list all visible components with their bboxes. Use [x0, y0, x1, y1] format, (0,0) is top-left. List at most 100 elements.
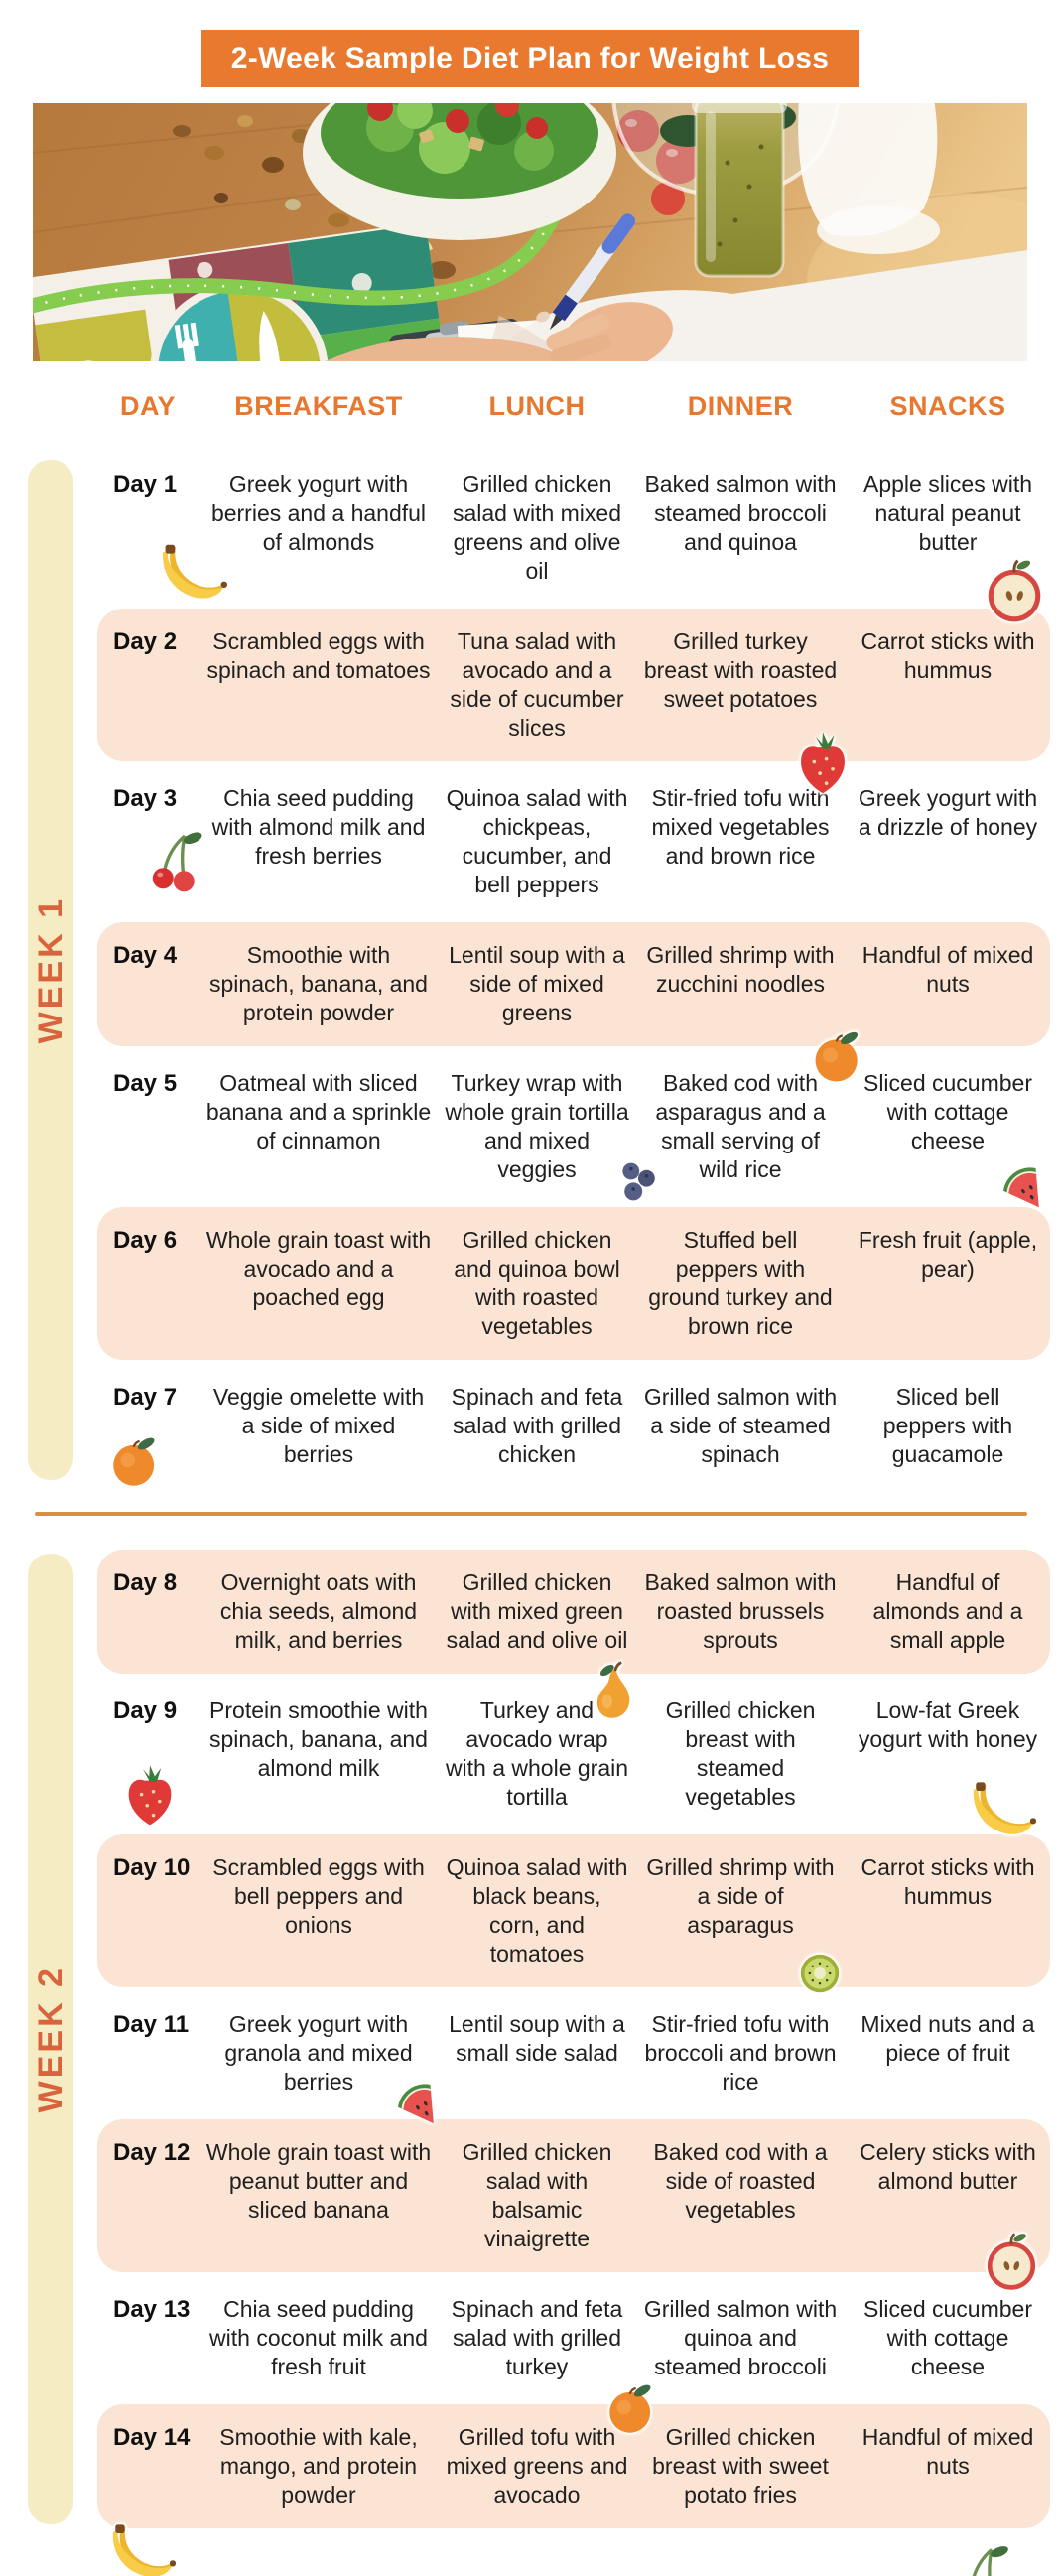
day-label: Day 1: [113, 472, 178, 498]
snacks-cell: Sliced bell peppers with guacamole: [882, 1384, 1013, 1467]
day-label: Day 14: [113, 2424, 191, 2451]
breakfast-cell: Protein smoothie with spinach, banana, a…: [209, 1697, 428, 1781]
breakfast-cell: Chia seed pudding with coconut milk and …: [209, 2296, 428, 2379]
snacks-cell: Mixed nuts and a piece of fruit: [861, 2011, 1035, 2066]
dinner-cell: Stir-fried tofu with mixed vegetables an…: [651, 785, 830, 869]
lunch-cell: Quinoa salad with black beans, corn, and…: [446, 1854, 628, 1966]
table-row: Day 8 Overnight oats with chia seeds, alm…: [97, 1550, 1050, 1718]
dinner-cell: Grilled salmon with quinoa and steamed b…: [643, 2296, 838, 2379]
column-header-breakfast: BREAKFAST: [234, 391, 403, 421]
day-label: Day 11: [113, 2011, 190, 2038]
table-row: Day 7 Veggie omelette with a side of mixe…: [97, 1368, 1050, 1486]
table-row: Day 3 Chia seed pudding with almond milk …: [97, 769, 1050, 914]
dinner-cell: Grilled shrimp with a side of asparagus: [646, 1854, 835, 1938]
day-label: Day 13: [113, 2296, 191, 2323]
day-label: Day 10: [113, 1854, 191, 1881]
lunch-cell: Grilled chicken salad with balsamic vina…: [462, 2139, 612, 2251]
cherries-icon: [946, 2538, 1017, 2576]
lunch-cell: Lentil soup with a side of mixed greens: [449, 942, 625, 1025]
breakfast-cell: Whole grain toast with avocado and a poa…: [205, 1227, 432, 1310]
snacks-cell: Low-fat Greek yogurt with honey: [858, 1697, 1038, 1752]
breakfast-cell: Overnight oats with chia seeds, almond m…: [219, 1569, 418, 1653]
lunch-cell: Spinach and feta salad with grilled chic…: [451, 1384, 623, 1467]
column-header-dinner: DINNER: [687, 391, 794, 421]
lunch-cell: Quinoa salad with chickpeas, cucumber, a…: [446, 785, 628, 897]
column-header-day: DAY: [119, 391, 177, 421]
day-label: Day 12: [113, 2139, 191, 2166]
table-row: Day 14 Smoothie with kale, mango, and pro…: [97, 2404, 1050, 2576]
table-row: Day 5 Oatmeal with sliced banana and a sp…: [97, 1054, 1050, 1208]
snacks-cell: Carrot sticks with hummus: [861, 628, 1035, 683]
week-1-section: WEEK 1 Day 1 Greek yogurt with berries and…: [0, 456, 1060, 1486]
day-label: Day 5: [113, 1070, 178, 1097]
dinner-cell: Grilled shrimp with zucchini noodles: [646, 942, 835, 997]
table-row: Day 6 Whole grain toast with avocado and …: [97, 1207, 1050, 1360]
dinner-cell: Stir-fried tofu with broccoli and brown …: [644, 2011, 837, 2095]
hand: [536, 302, 673, 361]
page-title: 2-Week Sample Diet Plan for Weight Loss: [230, 42, 830, 74]
week-divider: [35, 1512, 1027, 1516]
week-2-section: WEEK 2 Day 8 Overnight oats with chia seed…: [0, 1550, 1060, 2576]
dinner-cell: Grilled chicken breast with sweet potato…: [652, 2424, 829, 2508]
snacks-cell: Carrot sticks with hummus: [861, 1854, 1035, 1909]
title-banner: 2-Week Sample Diet Plan for Weight Loss: [200, 30, 860, 87]
week-1-bar: WEEK 1: [28, 460, 73, 1480]
column-header-row: DAY BREAKFAST LUNCH DINNER SNACKS: [97, 391, 1050, 422]
table-row: Day 13 Chia seed pudding with coconut mil…: [97, 2280, 1050, 2433]
lunch-cell: Lentil soup with a small side salad: [449, 2011, 625, 2066]
frosted-bottle: [798, 103, 940, 254]
week-2-label: WEEK 2: [31, 1965, 69, 2113]
dinner-cell: Grilled salmon with a side of steamed sp…: [643, 1384, 838, 1467]
day-label: Day 8: [113, 1569, 178, 1596]
dinner-cell: Grilled chicken breast with steamed vege…: [665, 1697, 816, 1810]
snacks-cell: Apple slices with natural peanut butter: [862, 472, 1033, 555]
table-row: Day 12 Whole grain toast with peanut butt…: [97, 2119, 1050, 2290]
diet-table: DAY BREAKFAST LUNCH DINNER SNACKS WEEK 1…: [0, 391, 1060, 2576]
banana-icon: [102, 2508, 180, 2576]
week-sections: WEEK 1 Day 1 Greek yogurt with berries and…: [0, 456, 1060, 2576]
breakfast-cell: Chia seed pudding with almond milk and f…: [211, 785, 426, 869]
breakfast-cell: Scrambled eggs with spinach and tomatoes: [206, 628, 431, 683]
lunch-cell: Grilled chicken and quinoa bowl with roa…: [454, 1227, 620, 1339]
week-1-label: WEEK 1: [31, 895, 69, 1044]
breakfast-cell: Scrambled eggs with bell peppers and oni…: [212, 1854, 425, 1938]
dinner-cell: Grilled turkey breast with roasted sweet…: [643, 628, 838, 712]
snacks-cell: Handful of almonds and a small apple: [872, 1569, 1023, 1653]
table-row: Day 10 Scrambled eggs with bell peppers a…: [97, 1834, 1050, 1993]
smoothie-jar: [692, 103, 787, 278]
breakfast-cell: Greek yogurt with granola and mixed berr…: [224, 2011, 413, 2095]
salad-bowl: [303, 103, 616, 240]
table-row: Day 1 Greek yogurt with berries and a han…: [97, 456, 1050, 622]
snacks-cell: Sliced cucumber with cottage cheese: [862, 1070, 1033, 1153]
lunch-cell: Turkey and avocado wrap with a whole gra…: [445, 1697, 629, 1810]
breakfast-cell: Greek yogurt with berries and a handful …: [210, 472, 427, 555]
snacks-cell: Fresh fruit (apple, pear): [858, 1227, 1038, 1282]
breakfast-cell: Smoothie with kale, mango, and protein p…: [219, 2424, 418, 2508]
snacks-cell: Handful of mixed nuts: [861, 942, 1034, 997]
dinner-cell: Baked cod with a side of roasted vegetab…: [653, 2139, 828, 2223]
day-label: Day 4: [113, 942, 178, 969]
header-photo-illustration: [33, 103, 1027, 361]
lunch-cell: Grilled chicken salad with mixed greens …: [452, 472, 622, 584]
day-label: Day 3: [113, 785, 178, 812]
column-header-snacks: SNACKS: [889, 391, 1006, 421]
table-row: Day 4 Smoothie with spinach, banana, and …: [97, 922, 1050, 1082]
table-row: Day 9 Protein smoothie with spinach, bana…: [97, 1682, 1050, 1834]
week-2-bar: WEEK 2: [28, 1554, 73, 2524]
column-header-lunch: LUNCH: [488, 391, 586, 421]
day-label: Day 2: [113, 628, 178, 655]
forearm: [325, 337, 569, 361]
snacks-cell: Greek yogurt with a drizzle of honey: [858, 785, 1038, 840]
lunch-cell: Spinach and feta salad with grilled turk…: [451, 2296, 623, 2379]
lunch-cell: Grilled tofu with mixed greens and avoca…: [446, 2424, 628, 2508]
snacks-cell: Handful of mixed nuts: [861, 2424, 1034, 2479]
dinner-cell: Baked salmon with roasted brussels sprou…: [644, 1569, 837, 1653]
dinner-cell: Baked cod with asparagus and a small ser…: [655, 1070, 826, 1182]
lunch-cell: Grilled chicken with mixed green salad a…: [446, 1569, 628, 1653]
pen: [549, 213, 636, 331]
breakfast-cell: Oatmeal with sliced banana and a sprinkl…: [205, 1070, 432, 1153]
header-photo: [33, 103, 1027, 361]
snacks-cell: Sliced cucumber with cottage cheese: [862, 2296, 1033, 2379]
breakfast-cell: Smoothie with spinach, banana, and prote…: [209, 942, 428, 1025]
